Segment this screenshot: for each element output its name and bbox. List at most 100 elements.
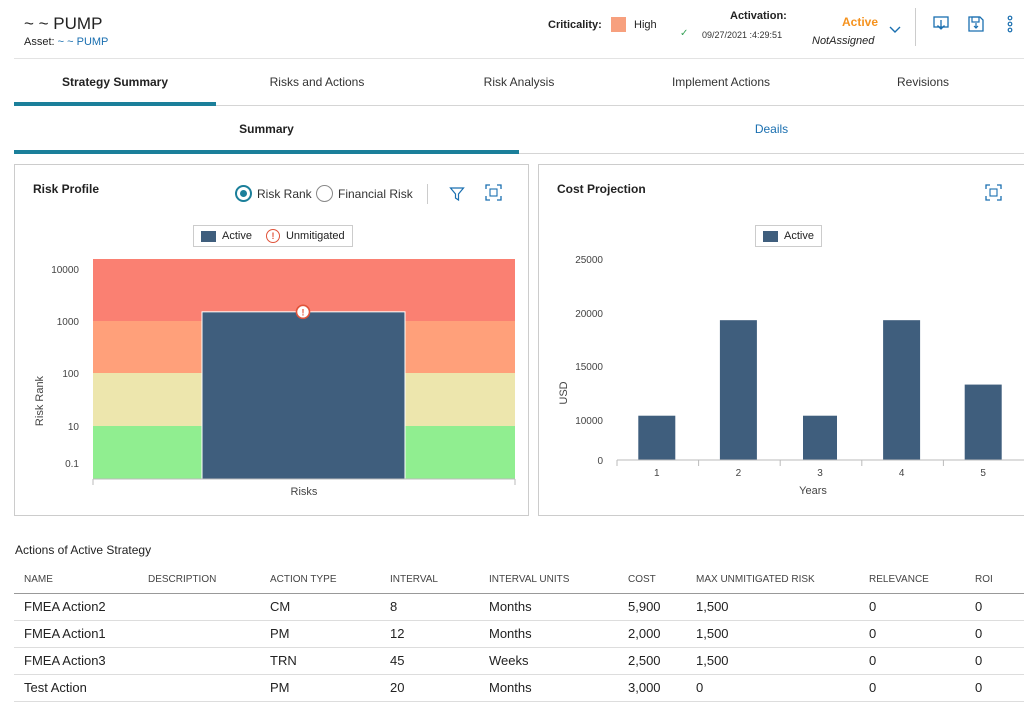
actions-table: NAME DESCRIPTION ACTION TYPE INTERVAL INTERV…	[14, 566, 1024, 702]
y-tick-label: 1000	[57, 317, 80, 328]
column-header-cost[interactable]: COST	[618, 566, 686, 594]
cost-bar-year-1[interactable]	[638, 415, 676, 460]
table-cell-interval: 12	[380, 620, 479, 648]
table-cell-cost: 3,000	[618, 674, 686, 702]
y-tick-label: 25000	[575, 255, 603, 266]
header-divider	[915, 8, 916, 46]
risk-profile-chart: 10000 1000 100 10 0.1 ! Risks Risk Rank	[34, 259, 516, 498]
main-tabs: Strategy Summary Risks and Actions Risk …	[14, 58, 1024, 106]
warning-icon: !	[265, 229, 280, 243]
sub-tabs: Summary Deails	[14, 107, 1024, 154]
y-tick-label: 10000	[575, 416, 603, 427]
table-cell-max-unmitigated-risk: 0	[686, 674, 859, 702]
table-cell-relevance: 0	[859, 593, 965, 621]
table-cell-relevance: 0	[859, 674, 965, 702]
save-icon[interactable]	[967, 15, 985, 33]
risk-profile-xlabel: Risks	[291, 486, 318, 498]
risk-bar-active[interactable]	[201, 311, 406, 480]
chevron-down-icon[interactable]	[888, 22, 902, 36]
cost-projection-ylabel: USD	[558, 381, 570, 404]
column-header-interval-units[interactable]: INTERVAL UNITS	[479, 566, 618, 594]
column-header-max-unmitigated-risk[interactable]: MAX UNMITIGATED RISK	[686, 566, 859, 594]
radio-financial-risk[interactable]: Financial Risk	[316, 185, 413, 202]
table-cell-interval-units: Months	[479, 593, 618, 621]
table-row[interactable]: FMEA Action3 TRN 45 Weeks 2,500 1,500 0 0	[14, 647, 1024, 675]
risk-profile-legend: Active ! Unmitigated	[193, 225, 353, 247]
y-tick-label: 0	[597, 456, 603, 467]
tab-risk-analysis[interactable]: Risk Analysis	[483, 75, 555, 89]
expand-icon[interactable]	[485, 184, 502, 201]
table-cell-action-type: CM	[260, 593, 380, 621]
column-header-relevance[interactable]: RELEVANCE	[859, 566, 965, 594]
import-icon[interactable]	[932, 15, 950, 33]
tab-revisions[interactable]: Revisions	[896, 75, 950, 89]
cost-bar-year-5[interactable]	[964, 384, 1002, 460]
tab-risks-and-actions[interactable]: Risks and Actions	[269, 75, 365, 89]
table-row[interactable]: FMEA Action1 PM 12 Months 2,000 1,500 0 0	[14, 620, 1024, 648]
table-cell-interval: 8	[380, 593, 479, 621]
column-header-name[interactable]: NAME	[14, 566, 138, 594]
y-tick-label: 15000	[575, 362, 603, 373]
table-cell-max-unmitigated-risk: 1,500	[686, 647, 859, 675]
table-cell-name: FMEA Action3	[14, 647, 138, 675]
criticality-swatch	[611, 17, 626, 32]
column-header-action-type[interactable]: ACTION TYPE	[260, 566, 380, 594]
risk-profile-ylabel: Risk Rank	[34, 375, 46, 426]
y-tick-label: 10	[68, 422, 80, 433]
actions-table-title: Actions of Active Strategy	[15, 543, 152, 557]
x-tick-label: 5	[980, 468, 986, 479]
table-cell-interval-units: Months	[479, 674, 618, 702]
column-header-description[interactable]: DESCRIPTION	[138, 566, 260, 594]
x-tick-label: 2	[736, 468, 742, 479]
legend-unmitigated-label: Unmitigated	[285, 230, 345, 242]
legend-active-swatch	[201, 230, 216, 242]
state-value[interactable]: Active	[842, 15, 879, 29]
table-row[interactable]: Test Action PM 20 Months 3,000 0 0 0	[14, 674, 1024, 702]
table-cell-action-type: PM	[260, 620, 380, 648]
table-cell-cost: 2,000	[618, 620, 686, 648]
table-cell-roi: 0	[965, 620, 1024, 648]
page-title: ~ ~ PUMP	[24, 14, 103, 33]
asset-label: Asset:	[24, 36, 55, 48]
tab-strategy-summary[interactable]: Strategy Summary	[14, 59, 216, 106]
table-cell-name: FMEA Action1	[14, 620, 138, 648]
cost-projection-chart: 25000 20000 15000 10000 0 1 2 3 4 5 Years USD	[558, 255, 1024, 497]
column-header-roi[interactable]: ROI	[965, 566, 1024, 594]
cost-projection-legend: Active	[755, 225, 822, 247]
x-tick-label: 4	[899, 468, 905, 479]
subtab-details[interactable]: Deails	[754, 122, 789, 136]
cost-bar-year-4[interactable]	[883, 320, 921, 460]
cost-bar-year-2[interactable]	[719, 320, 757, 460]
table-cell-action-type: TRN	[260, 647, 380, 675]
filter-icon[interactable]	[449, 186, 465, 202]
cost-projection-title: Cost Projection	[557, 182, 646, 196]
column-header-interval[interactable]: INTERVAL	[380, 566, 479, 594]
y-tick-label: 10000	[51, 265, 79, 276]
cost-bar-year-3[interactable]	[803, 415, 837, 460]
criticality-label: Criticality:	[548, 19, 602, 31]
tab-implement-actions[interactable]: Implement Actions	[671, 75, 771, 89]
radio-risk-rank[interactable]: Risk Rank	[235, 185, 312, 202]
expand-icon[interactable]	[985, 184, 1002, 201]
y-tick-label: 0.1	[65, 459, 79, 470]
table-row[interactable]: FMEA Action2 CM 8 Months 5,900 1,500 0 0	[14, 593, 1024, 621]
activation-date: 09/27/2021 :4:29:51	[702, 30, 783, 40]
table-cell-interval-units: Weeks	[479, 647, 618, 675]
legend-active-label: Active	[784, 230, 814, 242]
unmitigated-marker[interactable]	[295, 304, 311, 320]
radio-unselected-icon	[316, 185, 333, 202]
asset-link[interactable]: ~ ~ PUMP	[57, 36, 109, 48]
criticality-value: High	[634, 19, 657, 31]
check-circle-icon: ✓	[680, 28, 689, 39]
table-cell-description	[138, 593, 260, 621]
y-tick-label: 100	[62, 369, 79, 380]
x-tick-label: 3	[817, 468, 823, 479]
table-cell-description	[138, 674, 260, 702]
subtab-summary[interactable]: Summary	[14, 107, 519, 154]
radio-financial-risk-label: Financial Risk	[338, 186, 413, 201]
asset-line: Asset: ~ ~ PUMP	[24, 36, 108, 48]
more-vertical-icon[interactable]	[1001, 15, 1019, 33]
table-cell-description	[138, 620, 260, 648]
radio-risk-rank-label: Risk Rank	[257, 186, 312, 201]
activation-label: Activation:	[730, 10, 787, 22]
